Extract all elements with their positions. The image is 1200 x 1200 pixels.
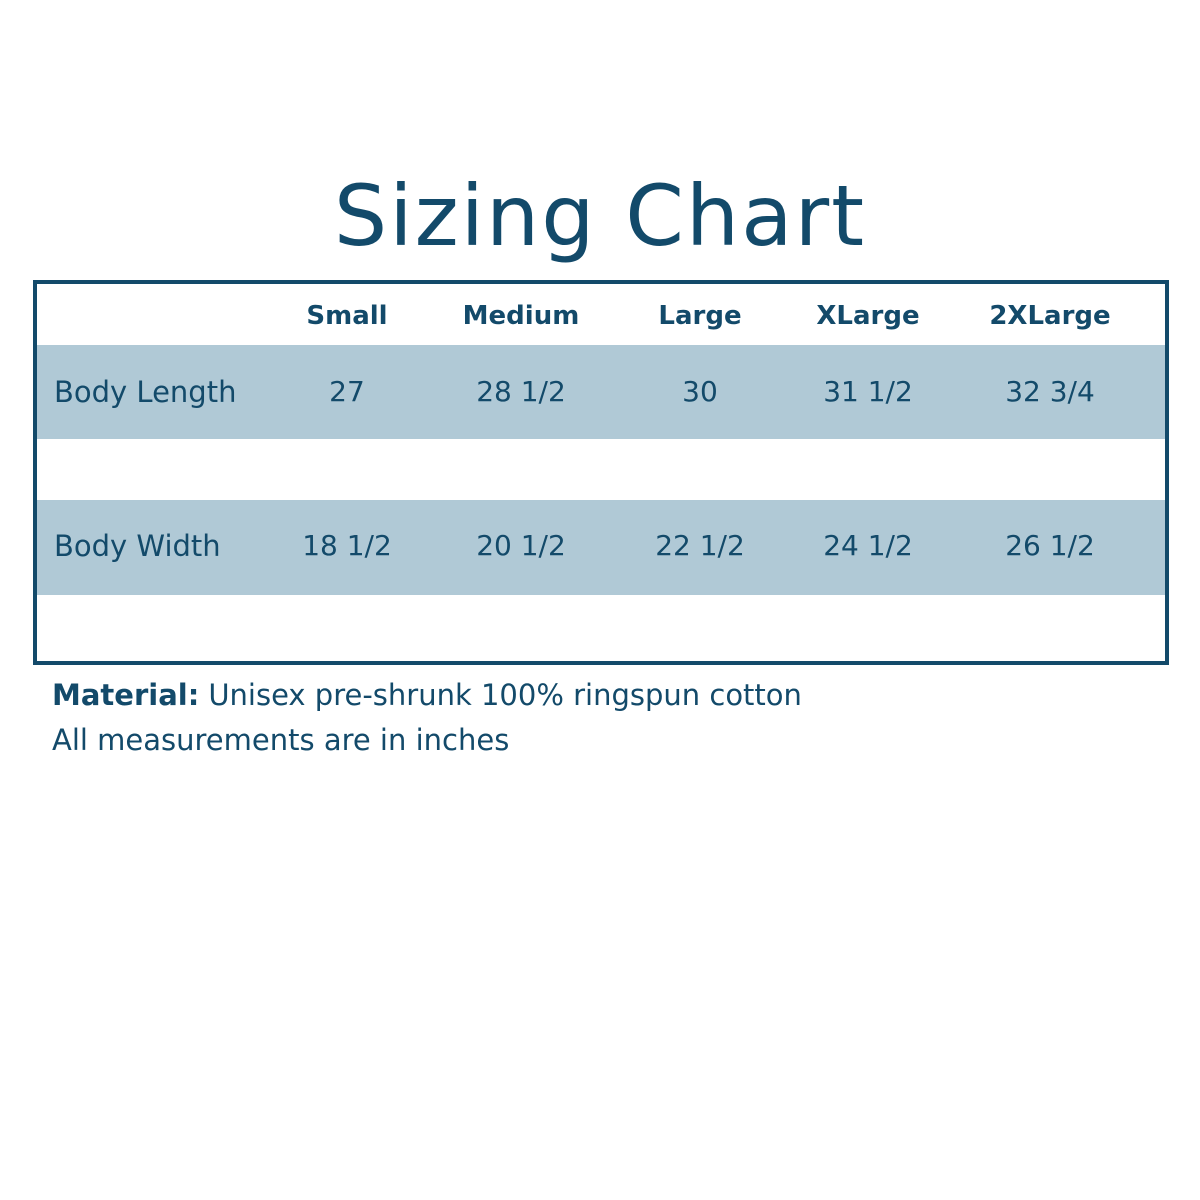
cell-value: 28 1/2 [476,375,566,408]
row-label: Body Width [54,529,221,563]
row-label: Body Length [54,375,237,409]
column-header: XLarge [816,301,920,331]
material-text: Unisex pre-shrunk 100% ringspun cotton [208,678,802,712]
cell-value: 32 3/4 [1005,375,1095,408]
cell-value: 18 1/2 [302,529,392,562]
cell-value: 27 [329,375,365,408]
cell-value: 24 1/2 [823,529,913,562]
cell-value: 30 [682,375,718,408]
note: All measurements are in inches [52,723,510,757]
size-table: Small Medium Large XLarge 2XLarge Body Length… [33,280,1169,665]
column-header: Medium [462,301,580,331]
cell-value: 20 1/2 [476,529,566,562]
column-header: Small [306,301,388,331]
column-header: 2XLarge [989,301,1111,331]
material-line: Material: Unisex pre-shrunk 100% ringspun… [52,678,802,712]
column-header: Large [658,301,742,331]
row-band [37,345,1165,439]
material-label: Material: [52,678,200,712]
cell-value: 31 1/2 [823,375,913,408]
cell-value: 26 1/2 [1005,529,1095,562]
row-band [37,500,1165,595]
title: Sizing Chart [333,167,867,265]
cell-value: 22 1/2 [655,529,745,562]
